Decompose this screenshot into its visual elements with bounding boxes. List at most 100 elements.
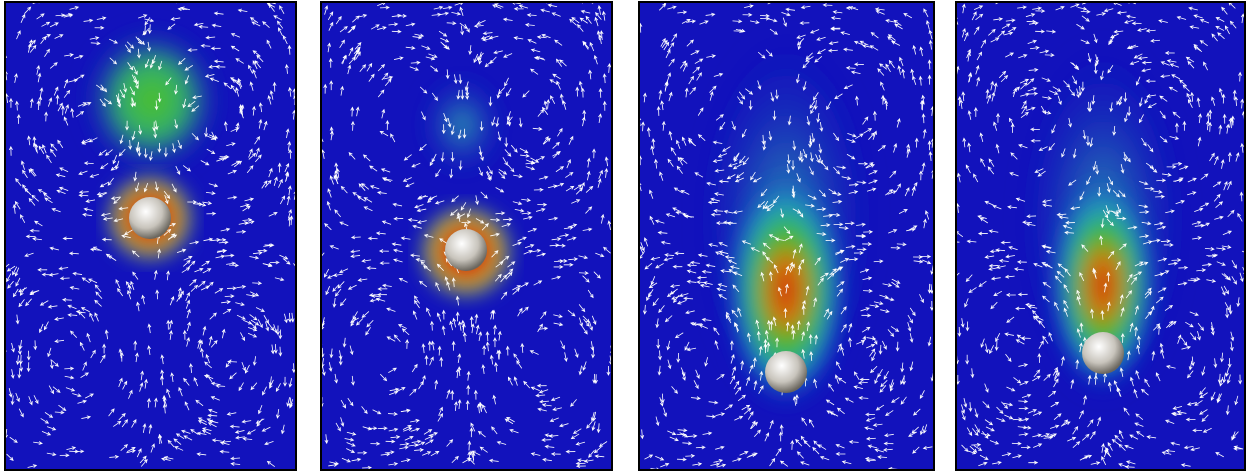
arrow	[1222, 113, 1227, 124]
arrow	[324, 5, 329, 15]
arrow	[1053, 378, 1059, 388]
arrow	[1138, 114, 1144, 124]
arrow	[14, 267, 20, 277]
arrow	[1038, 146, 1048, 151]
arrow	[500, 291, 508, 300]
arrow	[509, 428, 519, 434]
arrow	[497, 131, 502, 142]
arrow	[506, 111, 511, 121]
arrow	[200, 43, 211, 48]
arrow	[254, 135, 261, 145]
panel-3	[639, 2, 934, 470]
arrow	[760, 271, 765, 282]
arrow	[928, 29, 933, 40]
arrow	[792, 140, 797, 151]
arrow	[1144, 291, 1152, 299]
arrow	[353, 46, 361, 55]
arrow	[1037, 353, 1042, 363]
arrow	[896, 242, 907, 247]
arrow	[184, 401, 190, 411]
arrow	[20, 13, 26, 23]
arrow	[1015, 339, 1025, 345]
arrow	[133, 171, 138, 182]
arrow	[706, 54, 716, 59]
arrow	[132, 271, 139, 280]
arrow	[113, 218, 124, 223]
arrow	[923, 218, 927, 229]
arrow	[399, 445, 409, 450]
field-blob	[82, 25, 222, 175]
arrow	[252, 356, 257, 366]
arrow	[680, 190, 690, 195]
arrow	[252, 105, 256, 116]
arrow	[1079, 191, 1085, 201]
arrow	[909, 361, 914, 372]
arrow	[1231, 276, 1237, 285]
arrow	[1130, 276, 1138, 285]
arrow	[490, 218, 501, 222]
arrow	[118, 377, 123, 387]
arrow	[153, 128, 158, 139]
arrow	[249, 314, 258, 321]
arrow	[1004, 332, 1015, 337]
arrow	[914, 137, 919, 148]
arrow	[287, 44, 292, 55]
arrow	[710, 197, 720, 202]
arrow	[1021, 100, 1027, 110]
arrow	[1124, 19, 1134, 24]
arrow	[762, 200, 769, 210]
arrow	[745, 376, 751, 386]
arrow	[1040, 105, 1047, 115]
arrow	[413, 295, 420, 304]
arrow	[523, 215, 533, 220]
arrow	[1092, 161, 1097, 171]
arrow	[100, 84, 108, 93]
arrow	[668, 42, 675, 51]
arrow	[476, 20, 486, 25]
arrow	[1123, 407, 1130, 416]
arrow	[737, 307, 742, 317]
arrow	[906, 143, 910, 154]
arrow	[595, 12, 602, 20]
arrow	[538, 326, 549, 331]
arrow	[347, 64, 352, 75]
arrow	[321, 366, 326, 377]
arrow	[1093, 33, 1098, 44]
arrow	[705, 263, 716, 268]
arrow	[16, 30, 21, 40]
arrow	[507, 261, 516, 268]
arrow	[597, 178, 602, 188]
arrow	[874, 7, 885, 12]
arrow	[729, 340, 734, 351]
arrow	[37, 189, 47, 195]
arrow	[446, 21, 457, 26]
arrow	[536, 35, 547, 40]
arrow	[189, 240, 200, 245]
arrow	[1119, 367, 1124, 377]
arrow	[1156, 225, 1167, 230]
arrow	[158, 433, 163, 444]
arrow	[908, 431, 917, 437]
arrow	[287, 312, 292, 323]
arrow	[332, 284, 340, 292]
arrow	[848, 322, 853, 333]
arrow	[1090, 461, 1101, 465]
arrow	[133, 340, 138, 351]
arrow	[1113, 29, 1124, 34]
arrow	[713, 459, 724, 463]
arrow	[460, 89, 465, 100]
arrow	[589, 41, 595, 52]
arrow	[1067, 436, 1077, 442]
arrow	[329, 461, 340, 466]
arrow	[242, 218, 253, 222]
arrow	[479, 151, 484, 162]
arrow	[143, 183, 149, 193]
arrow	[245, 220, 255, 225]
arrow	[586, 170, 591, 181]
arrow	[1038, 320, 1046, 329]
arrow	[465, 399, 470, 410]
arrow	[1218, 124, 1223, 135]
arrow	[482, 344, 487, 355]
arrow	[1038, 340, 1044, 350]
